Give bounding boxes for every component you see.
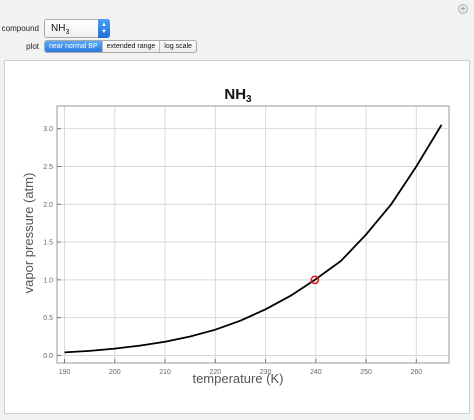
x-tick-label: 190 bbox=[59, 369, 71, 376]
y-tick-label: 2.0 bbox=[43, 202, 53, 209]
vapor-pressure-curve bbox=[64, 124, 443, 354]
plot-segmented-control: near normal BP extended range log scale bbox=[44, 40, 197, 53]
x-tick-label: 210 bbox=[159, 369, 171, 376]
compound-select[interactable]: NH3 ▲ ▼ bbox=[44, 19, 110, 38]
x-tick-label: 250 bbox=[360, 369, 372, 376]
compound-subscript: 3 bbox=[65, 29, 70, 36]
grid bbox=[57, 106, 449, 363]
y-tick-label: 3.0 bbox=[43, 126, 53, 133]
plot-panel: 190 200 210 220 230 240 250 260 0.0 0.5 1.0 1.5 2.0… bbox=[4, 60, 470, 414]
x-tick-label: 200 bbox=[109, 369, 121, 376]
x-tick-label: 260 bbox=[410, 369, 422, 376]
compound-value: NH bbox=[51, 23, 66, 34]
plot-option-log-scale[interactable]: log scale bbox=[164, 43, 192, 50]
x-axis-ticks: 190 200 210 220 230 240 250 260 bbox=[59, 359, 422, 376]
plot-label: plot bbox=[26, 42, 39, 51]
x-tick-label: 220 bbox=[209, 369, 221, 376]
x-tick-label: 230 bbox=[260, 369, 272, 376]
plot-option-extended-range[interactable]: extended range bbox=[103, 41, 161, 52]
chevron-updown-icon[interactable]: ▲ ▼ bbox=[98, 19, 110, 38]
chart-title: NH3 bbox=[224, 86, 252, 105]
plot-option-near-normal-bp[interactable]: near normal BP bbox=[45, 41, 103, 52]
x-axis-label: temperature (K) bbox=[192, 371, 283, 386]
x-tick-label: 240 bbox=[310, 369, 322, 376]
plot-frame bbox=[56, 105, 450, 364]
normal-boiling-point-marker bbox=[310, 275, 320, 285]
y-tick-label: 0.0 bbox=[43, 353, 53, 360]
y-axis-ticks: 0.0 0.5 1.0 1.5 2.0 2.5 3.0 bbox=[43, 126, 61, 360]
compound-label: compound bbox=[1, 24, 39, 33]
vapor-pressure-chart: 190 200 210 220 230 240 250 260 0.0 0.5 1.0 1.5 2.0… bbox=[21, 86, 450, 386]
y-tick-label: 1.0 bbox=[43, 277, 53, 284]
plus-icon[interactable]: + bbox=[458, 4, 468, 14]
compound-row: compound NH3 ▲ ▼ bbox=[0, 19, 110, 38]
y-tick-label: 1.5 bbox=[43, 240, 53, 247]
plot-row: plot near normal BP extended range log s… bbox=[0, 40, 197, 53]
y-tick-label: 2.5 bbox=[43, 164, 53, 171]
y-axis-label: vapor pressure (atm) bbox=[21, 173, 36, 294]
y-tick-label: 0.5 bbox=[43, 315, 53, 322]
